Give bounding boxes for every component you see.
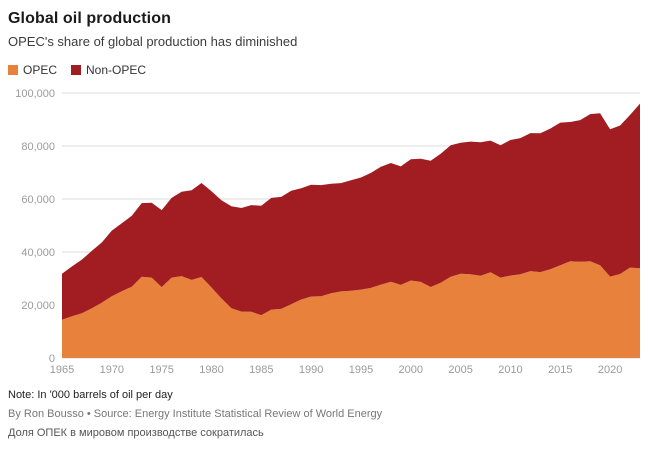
x-tick-label: 1975 bbox=[149, 364, 173, 376]
chart-note: Note: In '000 barrels of oil per day bbox=[8, 389, 173, 401]
area-opec bbox=[62, 261, 640, 358]
legend-item-opec: OPEC bbox=[8, 63, 57, 77]
stacked-area-chart: 0 20,000 40,000 60,000 80,000 100,000 1965 1970… bbox=[15, 88, 640, 376]
byline-source: By Ron Bousso • Source: Energy Institute… bbox=[8, 408, 383, 420]
y-tick-label: 100,000 bbox=[15, 88, 55, 100]
chart-legend: OPEC Non-OPEC bbox=[8, 63, 640, 77]
x-tick-label: 1970 bbox=[100, 364, 124, 376]
non-opec-swatch-icon bbox=[71, 65, 82, 75]
x-tick-label: 2000 bbox=[399, 364, 423, 376]
page-title: Global oil production bbox=[8, 10, 171, 27]
y-tick-label: 60,000 bbox=[21, 194, 55, 206]
x-tick-label: 2005 bbox=[448, 364, 472, 376]
caption-russian: Доля ОПЕК в мировом производстве сократи… bbox=[8, 427, 264, 439]
x-tick-label: 1995 bbox=[349, 364, 373, 376]
x-tick-label: 1985 bbox=[249, 364, 273, 376]
x-tick-label: 1990 bbox=[299, 364, 323, 376]
page-subtitle: OPEC's share of global production has di… bbox=[8, 34, 298, 49]
x-tick-label: 2020 bbox=[598, 364, 622, 376]
y-tick-label: 80,000 bbox=[21, 141, 55, 153]
x-tick-label: 2015 bbox=[548, 364, 572, 376]
y-tick-label: 20,000 bbox=[21, 300, 55, 312]
x-tick-label: 1965 bbox=[50, 364, 74, 376]
area-non-opec bbox=[62, 103, 640, 320]
legend-label-non-opec: Non-OPEC bbox=[86, 63, 147, 77]
legend-label-opec: OPEC bbox=[23, 63, 58, 77]
y-tick-label: 0 bbox=[49, 353, 55, 365]
y-tick-label: 40,000 bbox=[21, 247, 55, 259]
x-tick-label: 2010 bbox=[498, 364, 522, 376]
oil-production-chart: 0 20,000 40,000 60,000 80,000 100,000 1965 1970… bbox=[0, 81, 648, 381]
chart-footer: Note: In '000 barrels of oil per day By … bbox=[8, 389, 640, 439]
opec-swatch-icon bbox=[8, 65, 18, 75]
legend-item-non-opec: Non-OPEC bbox=[71, 63, 146, 77]
x-tick-label: 1980 bbox=[199, 364, 223, 376]
